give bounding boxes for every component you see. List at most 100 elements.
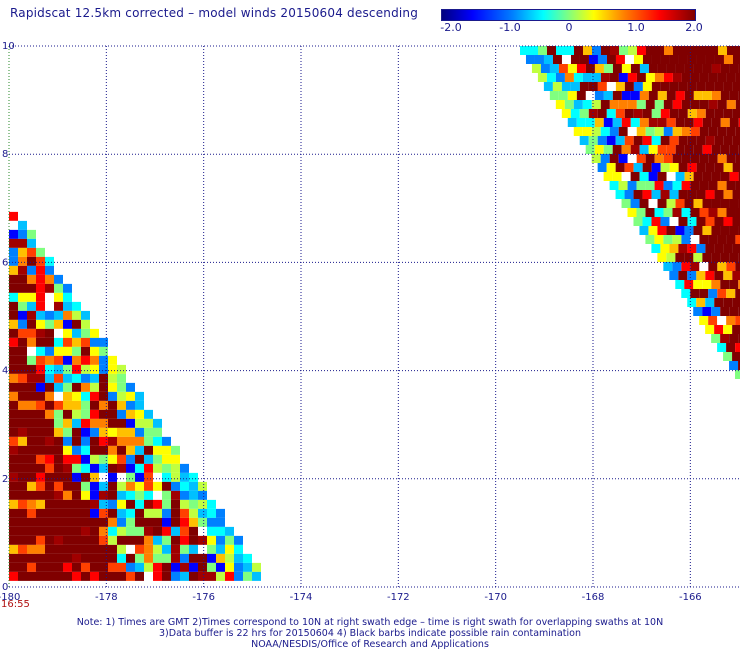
wind-cell [126,463,135,473]
wind-cell [729,118,739,127]
wind-cell [135,481,144,491]
wind-cell [72,463,81,473]
wind-cell [711,91,721,100]
wind-cell [705,244,715,253]
wind-cell [729,334,739,343]
wind-cell [126,391,135,401]
wind-cell [27,553,36,563]
wind-cell [651,244,661,253]
wind-cell [54,283,63,293]
wind-cell [729,145,739,154]
wind-cell [153,445,162,455]
wind-cell [603,118,613,127]
wind-cell [681,127,691,136]
wind-cell [639,199,649,208]
wind-cell [63,418,72,428]
wind-cell [135,526,144,536]
wind-cell [723,244,733,253]
wind-cell [555,100,565,109]
wind-cell [669,55,679,64]
wind-cell [99,499,108,509]
wind-cell [72,373,81,383]
wind-cell [624,55,634,64]
wind-cell [726,181,736,190]
wind-cell [633,136,643,145]
wind-cell [18,238,27,248]
wind-cell [691,46,700,55]
wind-cell [216,535,225,545]
wind-cell [681,154,691,163]
wind-cell [162,517,171,527]
wind-cell [672,208,682,217]
wind-cell [639,118,649,127]
wind-cell [189,544,198,554]
footnote-line-2: 3)Data buffer is 22 hrs for 20150604 4) … [159,628,581,639]
wind-cell [153,508,162,518]
wind-cell [27,499,36,509]
wind-cell [681,208,691,217]
wind-cell [225,526,234,536]
wind-cell [702,91,712,100]
wind-cell [9,238,18,248]
wind-cell [579,136,589,145]
wind-cell [162,562,171,572]
wind-cell [711,145,721,154]
wind-cell [72,508,81,518]
wind-cell [108,382,117,392]
wind-cell [135,517,144,527]
wind-cell [108,400,117,410]
wind-cell [720,172,730,181]
wind-cell [117,364,126,374]
wind-cell [54,400,63,410]
wind-cell [18,454,27,464]
wind-cell [72,418,81,428]
wind-cell [54,364,63,374]
wind-cell [603,91,613,100]
wind-cell [711,253,721,262]
wind-cell [171,535,180,545]
wind-cell [153,526,162,536]
wind-cell [189,571,198,581]
wind-cell [81,571,90,581]
wind-cell [738,280,740,289]
wind-cell [636,127,646,136]
wind-cell [216,517,225,527]
wind-cell [81,436,90,446]
wind-cell [9,463,18,473]
wind-cell [45,490,54,500]
wind-cell [525,55,535,64]
wind-cell [594,91,604,100]
wind-cell [699,208,709,217]
wind-cell [9,310,18,320]
wind-cell [642,109,652,118]
wind-cell [646,46,655,55]
wind-cell [18,427,27,437]
wind-cell [609,127,619,136]
wind-cell [99,373,108,383]
wind-cell [180,499,189,509]
wind-cell [225,553,234,563]
wind-cell [705,190,715,199]
wind-cell [582,100,592,109]
wind-cell [609,100,619,109]
wind-cell [579,82,589,91]
wind-cell [90,373,99,383]
wind-cell [636,73,646,82]
wind-cell [45,526,54,536]
wind-cell [579,109,589,118]
wind-cell [738,361,740,370]
wind-cell [63,499,72,509]
wind-cell [54,553,63,563]
wind-cell [63,337,72,347]
wind-cell [99,454,108,464]
wind-cell [108,526,117,536]
wind-cell [699,100,709,109]
wind-cell [18,490,27,500]
wind-cell [126,418,135,428]
wind-cell [678,190,688,199]
wind-cell [594,64,604,73]
wind-cell [687,298,697,307]
wind-cell [180,526,189,536]
wind-cell [630,199,640,208]
wind-cell [72,436,81,446]
